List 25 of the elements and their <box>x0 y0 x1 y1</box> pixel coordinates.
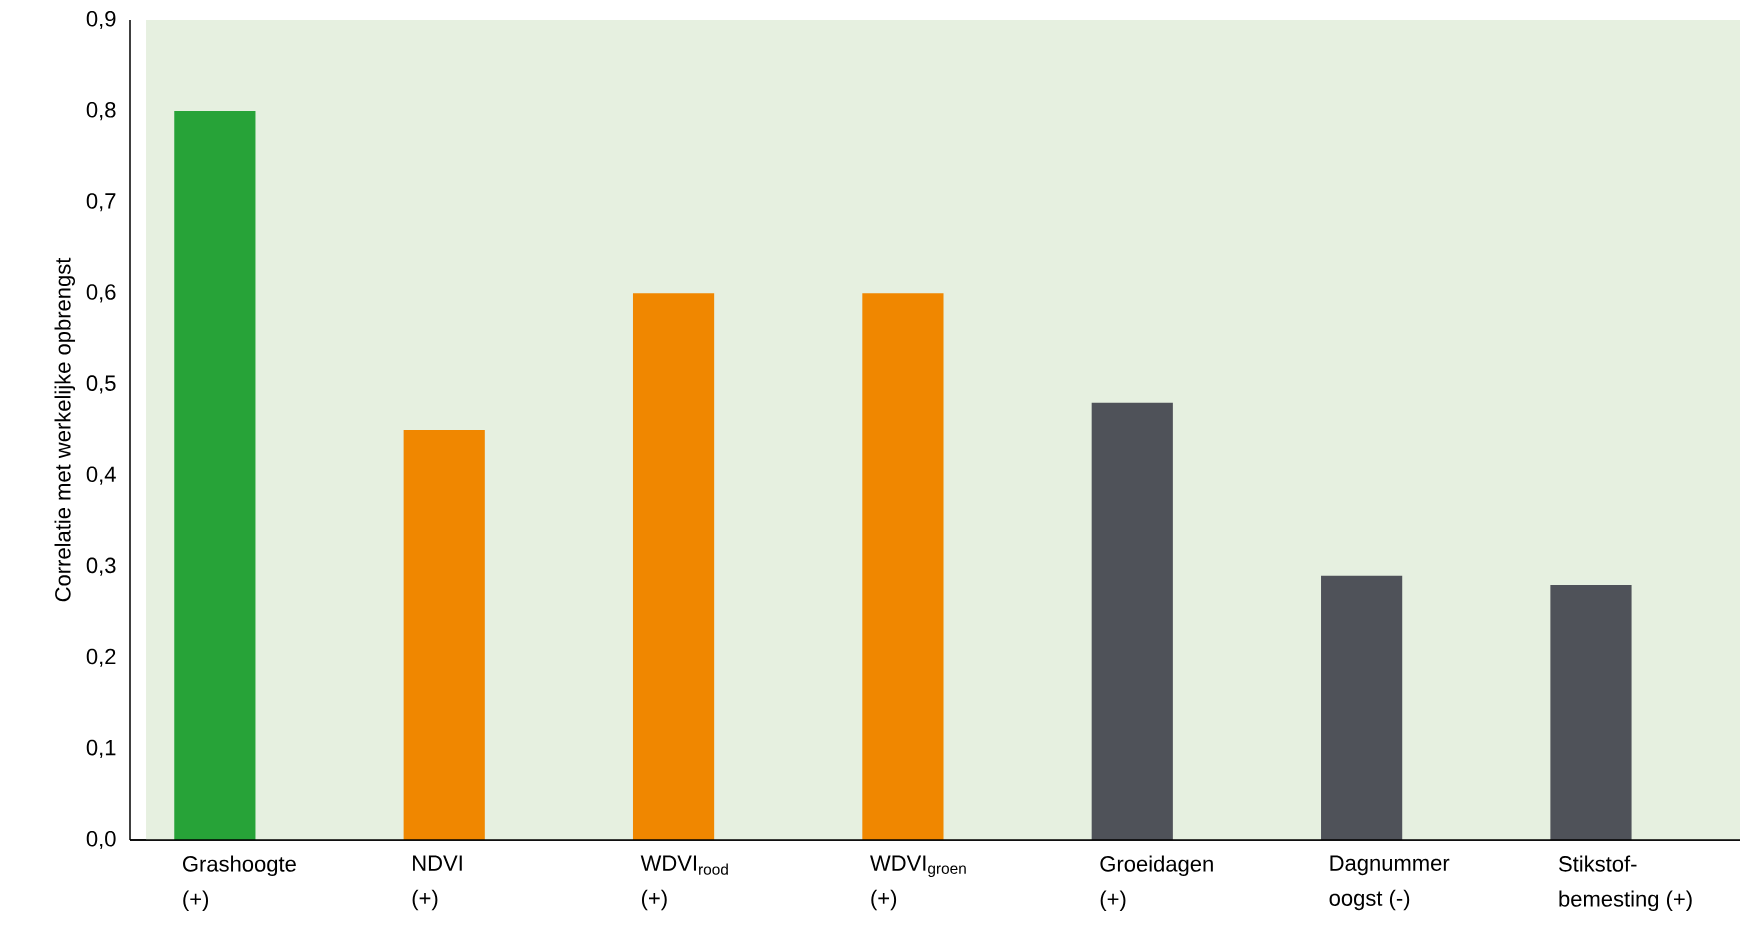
y-tick-label: 0,8 <box>86 102 116 121</box>
bar <box>1321 575 1403 840</box>
y-tick-label: 0,4 <box>86 466 116 485</box>
bar <box>1550 584 1632 840</box>
x-tick-label: Groeidagen (+) <box>1100 855 1213 912</box>
y-tick-label: 0,2 <box>86 648 116 667</box>
x-tick-label: NDVI (+) <box>412 855 462 911</box>
x-tick-label: Stikstof-bemesting (+) <box>1559 855 1692 912</box>
bar <box>632 293 715 840</box>
y-tick-label: 0,5 <box>86 375 116 394</box>
y-tick-label: 0,7 <box>86 193 116 212</box>
y-axis-title: Correlatie met werkelijke opbrengst <box>54 257 76 602</box>
bar <box>862 293 944 840</box>
bar <box>403 430 485 840</box>
y-tick-label: 0,0 <box>86 830 116 850</box>
y-tick-label: 0,1 <box>86 739 116 758</box>
x-tick-label: Grashoogte (+) <box>183 855 296 912</box>
category-label: WDVI$_{rood}$ (+) <box>640 855 728 911</box>
category-label: WDVI$_{groen}$ (+) <box>870 855 966 911</box>
y-tick-label: 0,9 <box>86 10 116 30</box>
bar <box>1091 402 1173 840</box>
y-tick-label: 0,6 <box>86 284 116 303</box>
x-tick-label: Dagnummer oogst (-) <box>1329 855 1450 911</box>
bar <box>174 111 256 840</box>
y-tick-label: 0,3 <box>86 557 116 576</box>
